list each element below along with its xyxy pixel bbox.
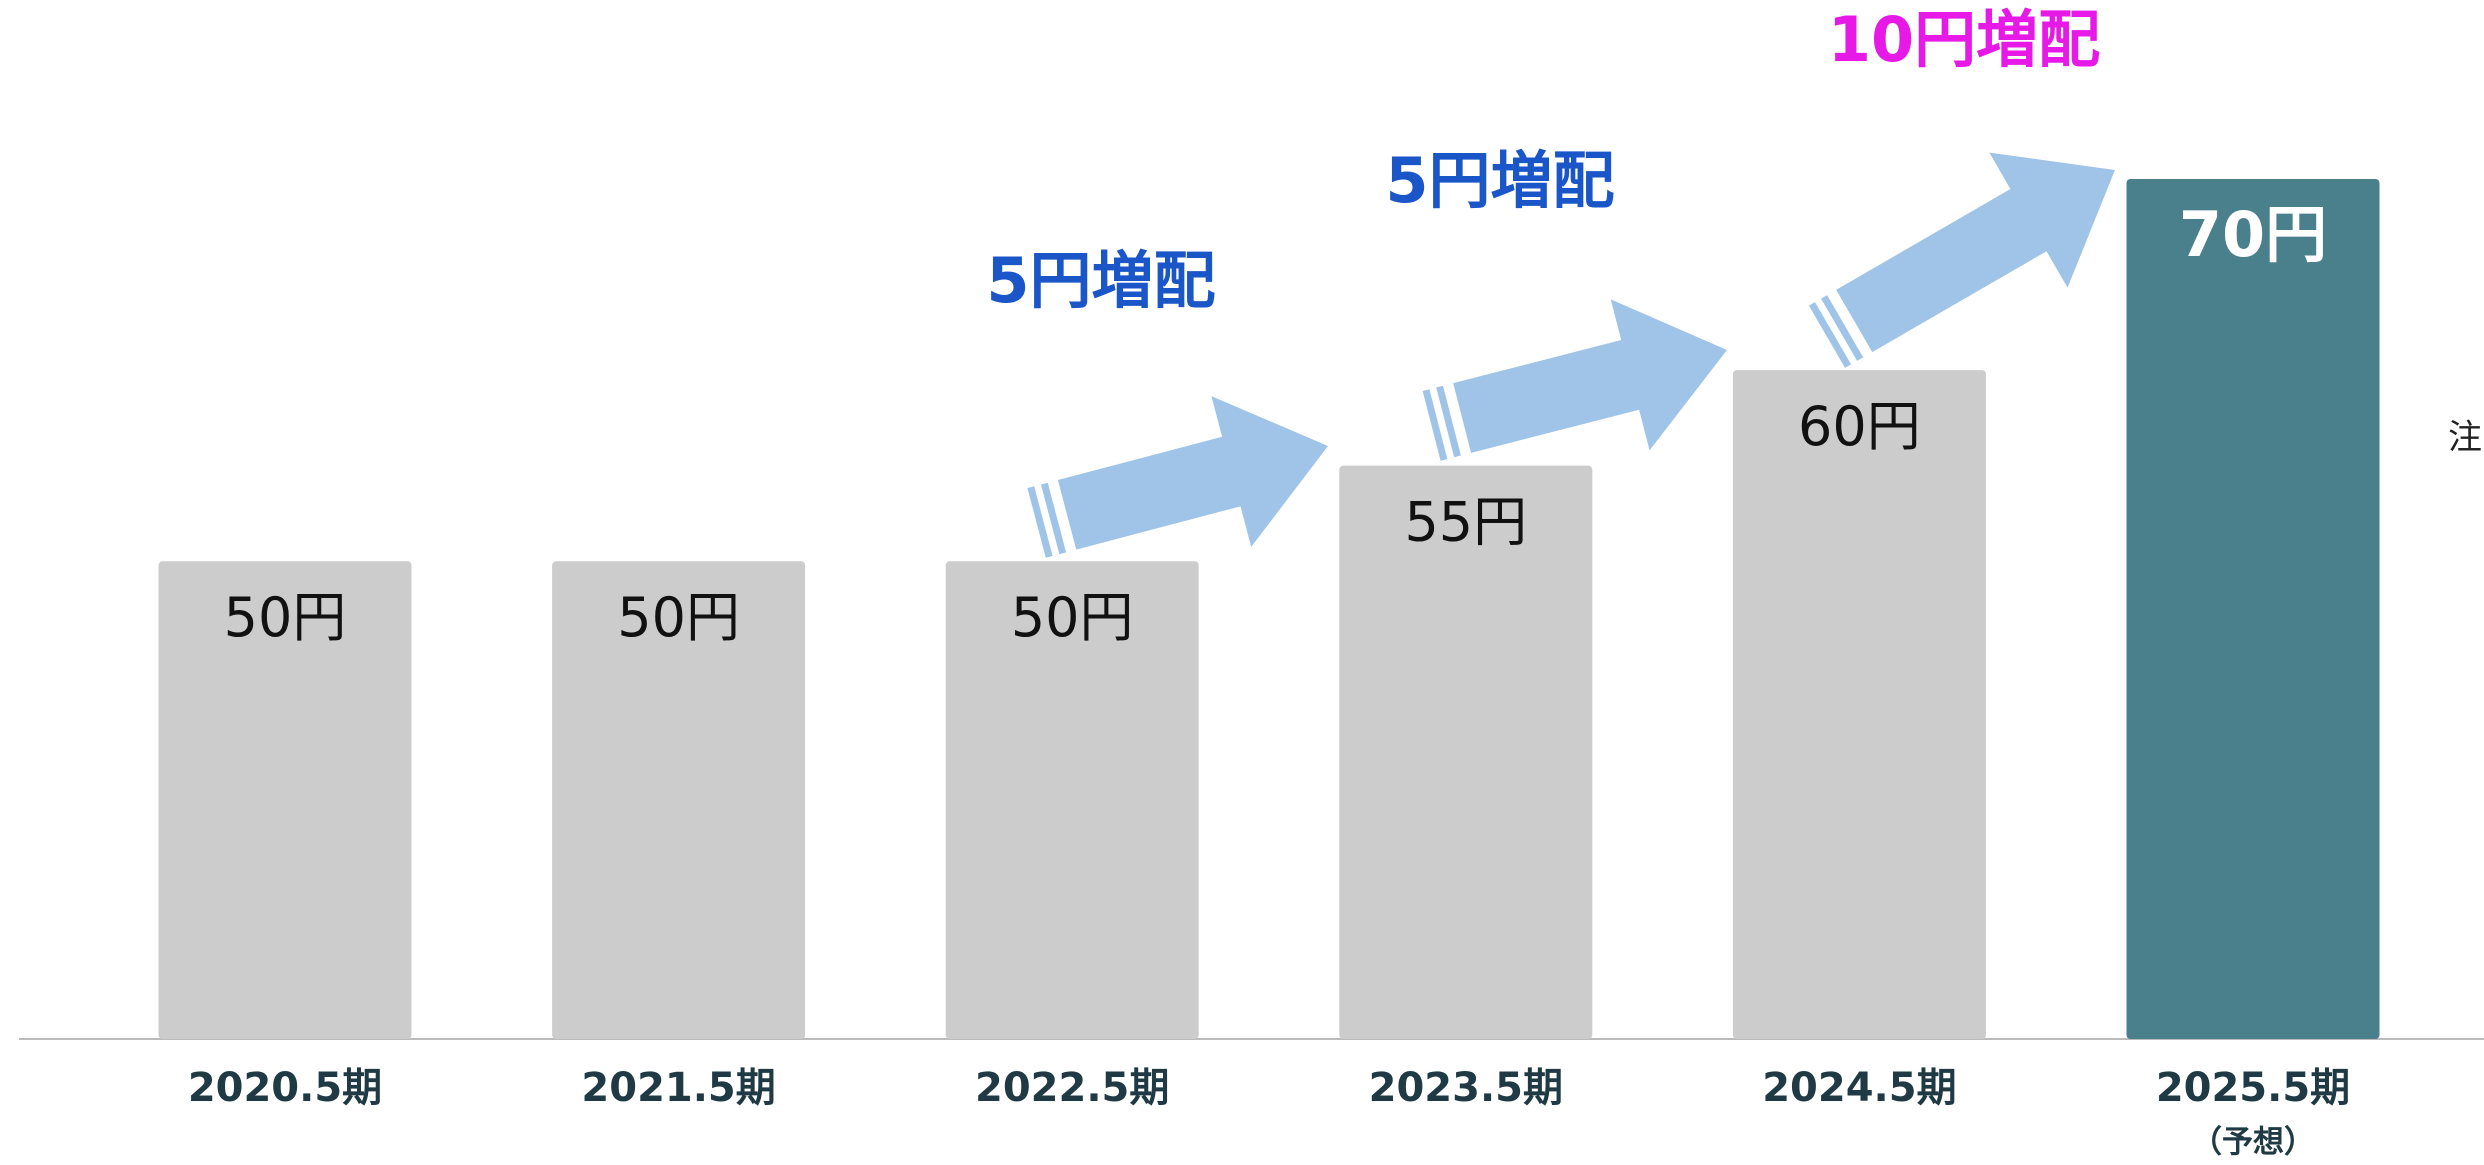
x-tick-label: 2024.5期 [1762, 1065, 1956, 1111]
bar [158, 561, 412, 1039]
x-tick-label: 2020.5期 [188, 1065, 382, 1111]
bar [552, 561, 806, 1039]
value-label: 55円 [1404, 490, 1527, 553]
arrow [1836, 152, 2115, 353]
arrow-stripe [1436, 385, 1461, 458]
arrow-stripe [1422, 389, 1448, 461]
x-tick-label: 2025.5期 [2156, 1065, 2350, 1111]
bar [2126, 179, 2380, 1039]
arrow-stripe [1027, 486, 1053, 558]
x-tick-sublabel: （予想） [2191, 1125, 2315, 1161]
bar [945, 561, 1199, 1039]
value-label: 50円 [1011, 586, 1134, 649]
annotation: 5円増配 [986, 244, 1215, 317]
arrow-stripe [1821, 295, 1864, 361]
arrow-stripe [1040, 482, 1067, 555]
x-tick-label: 2021.5期 [581, 1065, 775, 1111]
bar [1732, 370, 1986, 1040]
annotation: 10円増配 [1828, 3, 2100, 76]
x-tick-label: 2023.5期 [1369, 1065, 1563, 1111]
value-label: 50円 [617, 586, 740, 649]
note: 注 [2448, 418, 2482, 458]
x-tick-label: 2022.5期 [975, 1065, 1169, 1111]
bar [1339, 465, 1593, 1040]
annotation: 5円増配 [1385, 144, 1614, 217]
arrow [1453, 299, 1727, 453]
value-label: 50円 [224, 586, 347, 649]
arrow [1057, 396, 1328, 550]
value-label: 60円 [1798, 395, 1921, 458]
arrow-stripe [1808, 302, 1852, 368]
value-label: 70円 [2179, 198, 2327, 271]
